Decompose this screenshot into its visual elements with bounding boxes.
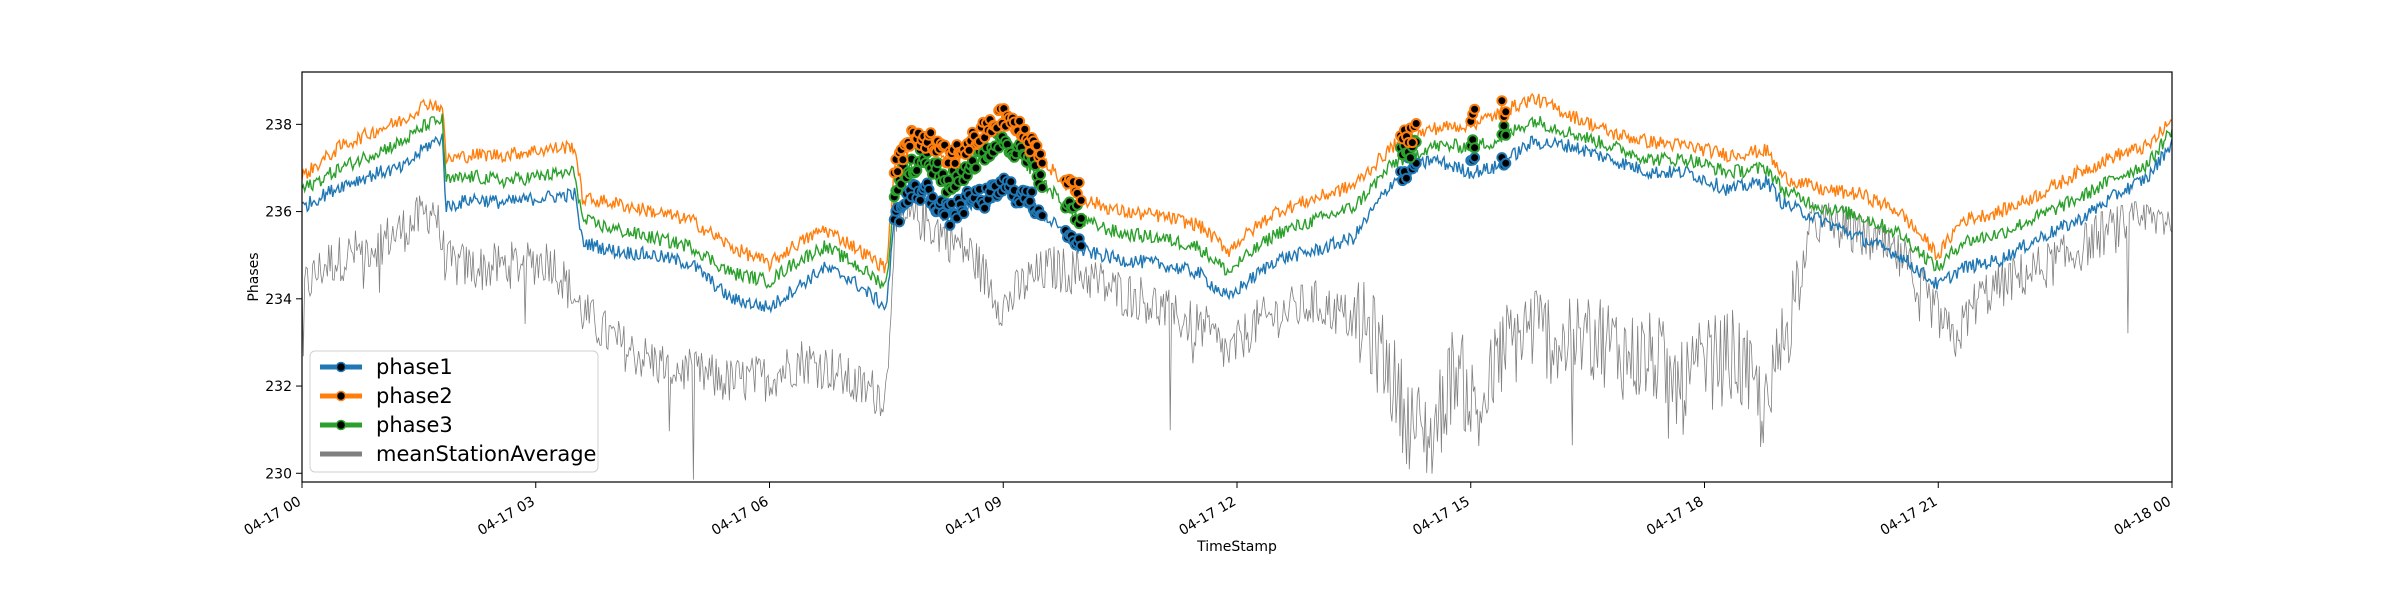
outlier-marker	[1035, 148, 1046, 160]
outlier-marker	[1498, 120, 1510, 132]
outlier-marker	[1406, 137, 1418, 149]
outlier-marker	[893, 216, 905, 228]
outlier-marker	[1500, 157, 1512, 169]
outlier-marker	[1469, 142, 1481, 154]
outlier-marker	[892, 166, 904, 178]
y-tick-label: 232	[265, 379, 292, 395]
legend-box	[309, 350, 599, 473]
legend-label-meanStationAverage: meanStationAverage	[376, 442, 596, 466]
outlier-marker	[939, 209, 951, 221]
legend-marker	[335, 419, 347, 431]
outlier-marker	[958, 208, 970, 219]
outlier-marker	[1500, 106, 1512, 118]
x-tick-label: 04-17 03	[475, 494, 538, 539]
outlier-marker	[932, 157, 944, 169]
series-line-phase2	[302, 92, 2172, 274]
outlier-marker	[1075, 194, 1087, 206]
legend-label-phase2: phase2	[376, 384, 453, 408]
y-axis: 230 232 234 236 238	[265, 117, 302, 482]
outlier-marker	[1496, 95, 1508, 107]
legend-label-phase3: phase3	[376, 413, 453, 437]
x-tick-label: 04-18 00	[2111, 494, 2174, 539]
x-tick-label: 04-17 21	[1878, 494, 1941, 539]
x-axis: 04-17 00 04-17 03 04-17 06 04-17 09 04-17 12…	[241, 482, 2174, 539]
y-tick-label: 230	[265, 466, 292, 482]
outlier-marker	[1036, 157, 1048, 169]
outlier-marker	[904, 140, 916, 152]
outlier-marker	[1401, 172, 1412, 184]
outlier-marker	[979, 202, 991, 214]
series-line-phase1	[302, 133, 2172, 314]
y-axis-label: Phases	[246, 252, 262, 301]
outlier-marker	[1026, 186, 1038, 198]
outlier-marker	[925, 127, 937, 139]
x-tick-label: 04-17 00	[241, 494, 304, 539]
y-tick-label: 236	[265, 205, 292, 221]
plot-area	[302, 92, 2172, 480]
series-line-phase3	[302, 113, 2172, 290]
outlier-marker	[970, 162, 982, 174]
legend: phase1 phase2 phase3 meanStationAverage	[309, 350, 599, 473]
outlier-marker	[1410, 118, 1422, 129]
outlier-marker	[897, 154, 909, 166]
outlier-marker	[1500, 129, 1512, 141]
outlier-marker	[1469, 152, 1481, 164]
x-tick-label: 04-17 12	[1176, 494, 1239, 539]
y-tick-label: 234	[265, 292, 292, 308]
legend-marker	[335, 390, 347, 402]
outlier-marker	[1036, 182, 1048, 193]
outlier-marker	[1014, 115, 1026, 127]
outlier-marker	[1035, 169, 1046, 181]
legend-label-phase1: phase1	[376, 355, 453, 379]
outlier-marker	[1019, 123, 1031, 135]
x-tick-label: 04-17 15	[1410, 494, 1473, 539]
outlier-marker	[949, 157, 961, 169]
x-tick-label: 04-17 18	[1644, 494, 1707, 539]
outlier-marker	[1469, 103, 1481, 115]
outlier-marker	[1075, 240, 1087, 252]
y-tick-label: 238	[265, 117, 292, 133]
outlier-marker	[914, 194, 926, 206]
outlier-marker	[1075, 212, 1087, 224]
outlier-marker	[927, 191, 938, 203]
outlier-marker	[1036, 210, 1048, 222]
legend-marker	[335, 361, 347, 373]
outlier-marker	[944, 219, 956, 231]
outlier-marker	[1073, 177, 1085, 188]
outlier-marker	[1404, 152, 1416, 164]
x-tick-label: 04-17 09	[943, 494, 1006, 539]
x-axis-label: TimeStamp	[1196, 539, 1277, 555]
x-tick-label: 04-17 06	[709, 494, 772, 539]
